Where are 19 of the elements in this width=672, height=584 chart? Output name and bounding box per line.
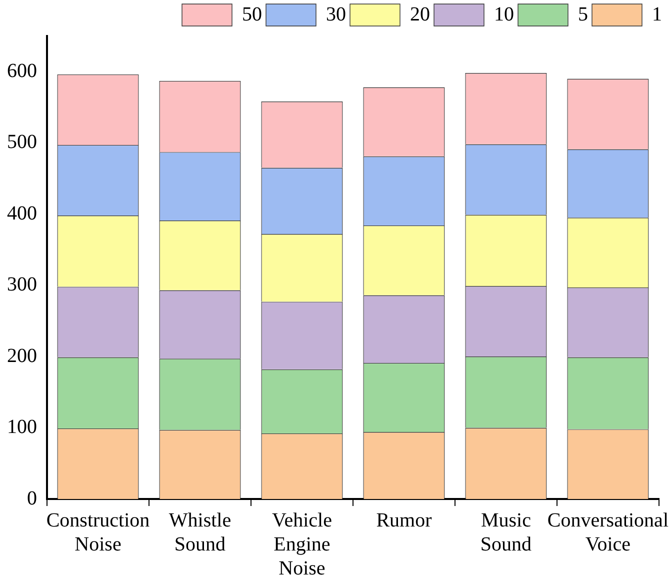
x-tick-label: Construction Noise xyxy=(46,509,150,556)
legend-label: 20 xyxy=(410,3,430,26)
legend-label: 50 xyxy=(242,3,262,26)
y-tick-label: 0 xyxy=(27,487,37,510)
y-tick-label: 500 xyxy=(7,131,37,154)
legend-label: 10 xyxy=(494,3,514,26)
x-tick-label: Whistle Sound xyxy=(168,509,232,556)
y-tick-label: 400 xyxy=(7,202,37,224)
legend-label: 1 xyxy=(652,3,662,26)
x-tick-label: Music Sound xyxy=(480,509,532,556)
x-tick-label: Rumor xyxy=(376,509,432,532)
x-tick-label: Vehicle Engine Noise xyxy=(272,509,332,580)
y-tick-label: 200 xyxy=(7,344,37,367)
legend-label: 5 xyxy=(578,3,588,26)
x-tick-label: Conversational Voice xyxy=(547,509,669,556)
y-tick-label: 100 xyxy=(7,416,37,438)
legend-label: 30 xyxy=(326,3,346,26)
y-tick-label: 600 xyxy=(7,60,37,82)
y-tick-label: 300 xyxy=(7,274,37,296)
